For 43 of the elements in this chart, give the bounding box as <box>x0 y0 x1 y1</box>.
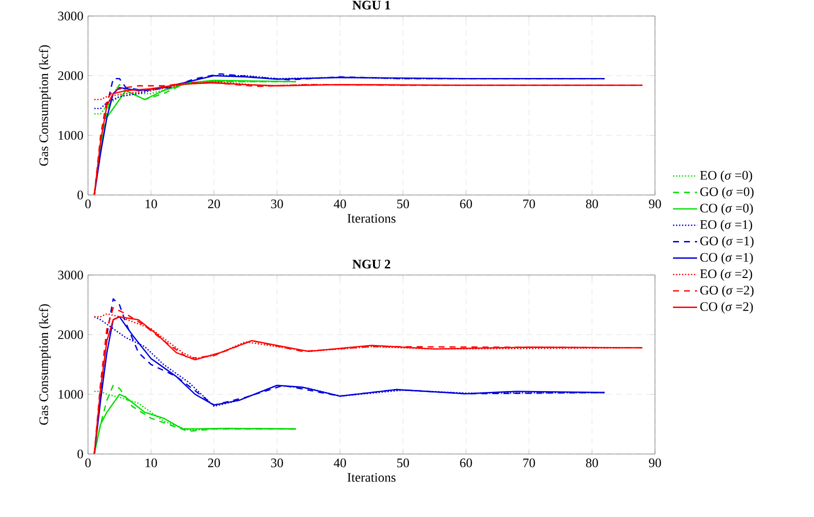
x-tick-label: 80 <box>586 200 598 208</box>
x-tick-label: 10 <box>146 458 157 468</box>
x-tick-label: 20 <box>208 458 220 468</box>
legend-label: EO (σ =1) <box>700 220 752 232</box>
legend-label: EO (σ =0) <box>700 170 752 182</box>
y-tick-label: 0 <box>78 450 83 458</box>
x-axis-title: Iterations <box>348 214 396 223</box>
chart-title: NGU 2 <box>352 260 390 269</box>
y-axis-title: Gas Consumption (kcf) <box>38 45 51 166</box>
x-tick-label: 30 <box>271 458 283 468</box>
chart-title: NGU 1 <box>352 0 390 10</box>
x-axis-title: Iterations <box>348 473 396 482</box>
x-tick-label: 20 <box>208 200 220 208</box>
legend-label: CO (σ =2) <box>700 302 753 314</box>
x-tick-label: 40 <box>334 458 346 468</box>
x-tick-label: 0 <box>85 200 91 208</box>
y-tick-label: 1000 <box>58 390 83 399</box>
y-tick-label: 0 <box>78 190 83 200</box>
x-tick-label: 70 <box>523 458 535 468</box>
y-axis-title: Gas Consumption (kcf) <box>38 304 51 425</box>
x-tick-label: 0 <box>85 458 91 468</box>
x-tick-label: 60 <box>460 200 472 208</box>
y-tick-label: 1000 <box>58 130 83 140</box>
x-tick-label: 80 <box>586 458 598 468</box>
y-tick-label: 3000 <box>58 12 83 20</box>
y-tick-label: 2000 <box>58 71 83 80</box>
legend-label: GO (σ =1) <box>700 236 754 248</box>
legend-label: GO (σ =0) <box>700 186 754 199</box>
x-tick-label: 90 <box>648 458 661 468</box>
x-tick-label: 50 <box>397 200 409 208</box>
x-tick-label: 70 <box>523 200 535 208</box>
x-tick-label: 50 <box>397 458 409 468</box>
y-tick-label: 2000 <box>58 330 83 340</box>
x-tick-label: 10 <box>146 200 157 208</box>
legend-label: EO (σ =2) <box>700 269 752 281</box>
y-tick-label: 3000 <box>58 270 83 280</box>
legend-label: CO (σ =1) <box>700 252 753 264</box>
legend-label: CO (σ =0) <box>700 203 753 216</box>
legend-label: GO (σ =2) <box>700 285 754 298</box>
x-tick-label: 40 <box>334 200 346 208</box>
x-tick-label: 90 <box>648 200 661 208</box>
x-tick-label: 30 <box>271 200 283 208</box>
x-tick-label: 60 <box>460 458 472 468</box>
